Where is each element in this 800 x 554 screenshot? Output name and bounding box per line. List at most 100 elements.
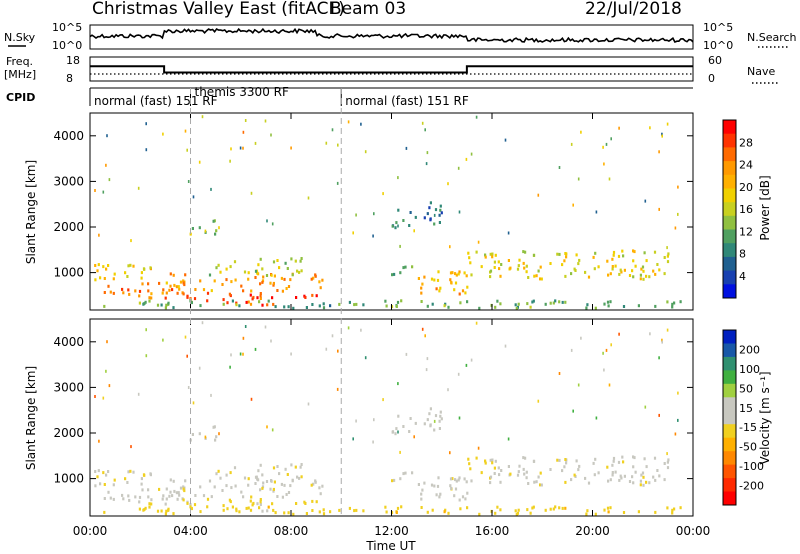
power-cell xyxy=(244,119,247,122)
power-cell xyxy=(225,267,228,271)
power-cell xyxy=(238,304,241,308)
power-cell xyxy=(603,302,606,306)
velocity-cell xyxy=(276,465,279,468)
cpid-label: CPID xyxy=(6,91,35,104)
colorbar-segment xyxy=(723,120,736,135)
velocity-cell xyxy=(312,482,315,486)
power-cell xyxy=(399,244,401,248)
power-cell xyxy=(162,132,164,136)
power-cell xyxy=(549,262,552,265)
velocity-cell xyxy=(440,417,443,421)
velocity-cell xyxy=(468,462,471,466)
velocity-cell xyxy=(425,368,428,372)
velocity-cell xyxy=(666,506,669,510)
power-cell xyxy=(143,267,146,271)
power-cell xyxy=(420,300,423,303)
velocity-cell xyxy=(247,483,250,487)
power-cell xyxy=(215,229,218,233)
power-cell xyxy=(147,289,150,293)
velocity-cell xyxy=(612,459,615,463)
power-cell xyxy=(318,304,321,308)
power-y-axis: 4000 3000 2000 1000 xyxy=(53,129,693,280)
velocity-cell xyxy=(423,422,426,426)
velocity-cell xyxy=(563,465,566,469)
velocity-cell xyxy=(261,473,264,477)
power-cell xyxy=(592,255,595,259)
power-cell xyxy=(198,160,201,164)
power-cell xyxy=(240,284,243,288)
power-cell xyxy=(190,301,193,305)
x-tick-label: 00:00 xyxy=(676,524,711,538)
velocity-cell xyxy=(257,469,260,473)
velocity-cell xyxy=(524,456,527,460)
velocity-cell xyxy=(194,494,197,497)
power-cell xyxy=(463,271,466,275)
x-tick-label: 04:00 xyxy=(173,524,208,538)
power-cell xyxy=(453,288,456,292)
velocity-cell xyxy=(391,430,394,434)
velocity-cell xyxy=(228,498,231,502)
velocity-cell xyxy=(614,470,617,474)
velocity-cell xyxy=(570,348,573,352)
power-cell xyxy=(577,262,580,266)
power-cell xyxy=(184,273,187,277)
velocity-cell xyxy=(467,457,470,461)
power-cell xyxy=(148,296,151,300)
power-cell xyxy=(524,250,527,254)
velocity-cell xyxy=(247,506,250,510)
power-cell xyxy=(677,185,679,189)
power-cell xyxy=(491,255,494,259)
power-cell xyxy=(322,306,326,310)
power-cell xyxy=(611,257,614,261)
velocity-cell xyxy=(578,464,581,468)
velocity-cell xyxy=(609,478,612,482)
velocity-cell xyxy=(239,352,242,356)
power-cell xyxy=(338,302,341,306)
power-cell xyxy=(314,274,317,278)
power-cell xyxy=(262,275,265,279)
power-cell xyxy=(475,250,478,254)
power-cell xyxy=(271,296,274,300)
power-cell xyxy=(311,303,314,306)
power-cell xyxy=(677,212,679,216)
velocity-cell xyxy=(99,482,102,486)
power-cell xyxy=(537,269,540,273)
power-cell xyxy=(270,133,272,137)
velocity-cell xyxy=(606,465,609,469)
velocity-cell xyxy=(291,479,294,483)
power-cell xyxy=(639,273,642,277)
velocity-cell xyxy=(549,507,552,511)
colorbar-tick-label: -200 xyxy=(739,480,764,493)
power-cell xyxy=(286,267,289,270)
power-cell xyxy=(420,291,423,295)
velocity-cell xyxy=(128,498,131,502)
velocity-cell xyxy=(594,457,597,461)
power-cell xyxy=(158,281,161,285)
velocity-cell xyxy=(603,368,605,372)
velocity-cell xyxy=(165,509,168,513)
velocity-cell xyxy=(193,503,197,507)
power-cell xyxy=(128,292,131,296)
power-cell xyxy=(405,146,408,150)
velocity-cell xyxy=(212,425,215,429)
freq-left-label-1: Freq. xyxy=(6,55,33,68)
velocity-cell xyxy=(522,456,525,460)
velocity-cell xyxy=(145,328,147,332)
colorbar-segment xyxy=(723,243,736,258)
velocity-cell xyxy=(204,435,207,439)
power-cell xyxy=(122,291,125,295)
power-cell xyxy=(208,273,212,277)
power-cell xyxy=(272,283,275,287)
velocity-cell xyxy=(454,478,457,482)
power-cell xyxy=(165,291,168,295)
velocity-cell xyxy=(661,338,663,342)
velocity-cell xyxy=(165,497,168,501)
power-cell xyxy=(129,263,132,267)
power-cell xyxy=(176,291,179,295)
power-cell xyxy=(276,259,279,262)
velocity-cell xyxy=(458,498,461,502)
power-cell xyxy=(587,275,591,279)
power-cell xyxy=(98,233,100,237)
time-axis: 00:00 04:00 08:00 12:00 16:00 20:00 00:00 xyxy=(73,113,711,538)
power-cell xyxy=(290,257,293,261)
